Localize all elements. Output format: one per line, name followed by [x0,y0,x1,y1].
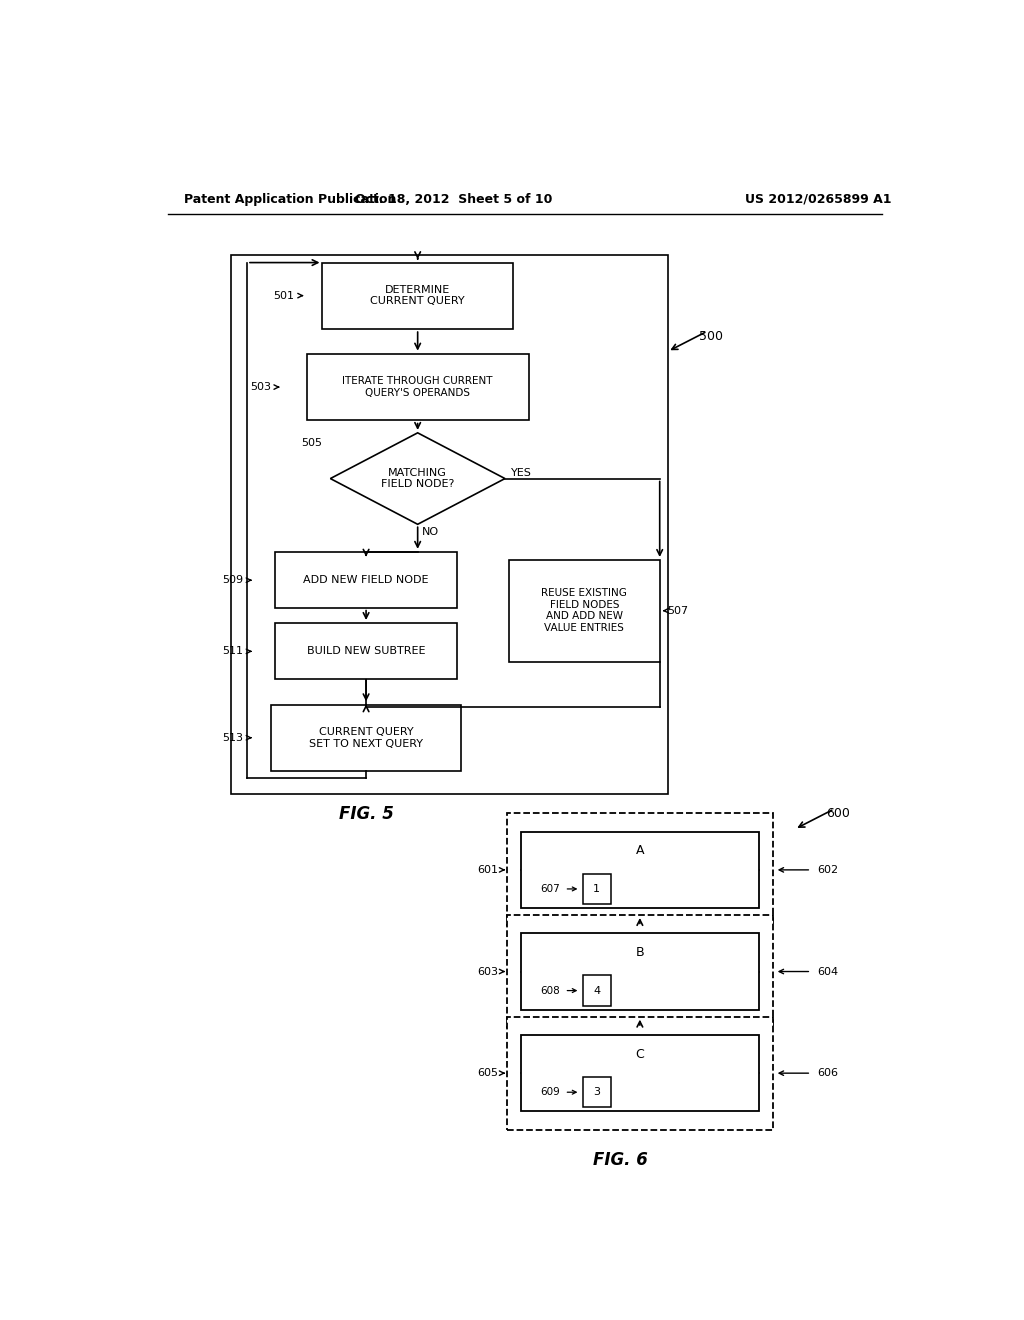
Text: 609: 609 [541,1088,560,1097]
Text: 507: 507 [668,606,689,615]
FancyBboxPatch shape [507,813,773,927]
Text: FIG. 5: FIG. 5 [339,805,393,822]
Text: CURRENT QUERY
SET TO NEXT QUERY: CURRENT QUERY SET TO NEXT QUERY [309,727,423,748]
FancyBboxPatch shape [306,354,528,420]
Text: 603: 603 [477,966,499,977]
Text: 606: 606 [817,1068,838,1078]
Text: 1: 1 [593,884,600,894]
FancyBboxPatch shape [270,705,461,771]
FancyBboxPatch shape [521,933,759,1010]
Text: C: C [636,1048,644,1060]
Text: 505: 505 [301,438,323,447]
Text: 604: 604 [817,966,838,977]
Text: ITERATE THROUGH CURRENT
QUERY'S OPERANDS: ITERATE THROUGH CURRENT QUERY'S OPERANDS [342,376,493,397]
Text: BUILD NEW SUBTREE: BUILD NEW SUBTREE [307,647,425,656]
Text: 602: 602 [817,865,838,875]
Text: US 2012/0265899 A1: US 2012/0265899 A1 [745,193,892,206]
Text: 608: 608 [541,986,560,995]
FancyBboxPatch shape [583,874,610,904]
Text: 503: 503 [250,381,270,392]
Text: 501: 501 [273,290,295,301]
Text: FIG. 6: FIG. 6 [593,1151,647,1168]
FancyBboxPatch shape [274,552,458,609]
FancyBboxPatch shape [231,255,668,793]
Text: B: B [636,946,644,958]
Text: 511: 511 [222,647,243,656]
FancyBboxPatch shape [507,1016,773,1130]
Text: 600: 600 [826,808,850,821]
FancyBboxPatch shape [583,1077,610,1107]
Text: MATCHING
FIELD NODE?: MATCHING FIELD NODE? [381,467,455,490]
Text: 3: 3 [593,1088,600,1097]
FancyBboxPatch shape [521,832,759,908]
Text: 4: 4 [593,986,600,995]
Text: 601: 601 [477,865,499,875]
Text: Patent Application Publication: Patent Application Publication [183,193,396,206]
Text: REUSE EXISTING
FIELD NODES
AND ADD NEW
VALUE ENTRIES: REUSE EXISTING FIELD NODES AND ADD NEW V… [542,589,628,634]
FancyBboxPatch shape [507,915,773,1028]
Text: YES: YES [511,469,532,478]
Text: Oct. 18, 2012  Sheet 5 of 10: Oct. 18, 2012 Sheet 5 of 10 [354,193,552,206]
Text: A: A [636,845,644,857]
FancyBboxPatch shape [509,560,659,661]
Text: 500: 500 [699,330,723,343]
Text: NO: NO [422,528,438,537]
FancyBboxPatch shape [521,1035,759,1111]
Polygon shape [331,433,505,524]
FancyBboxPatch shape [323,263,513,329]
Text: 605: 605 [477,1068,499,1078]
Text: 607: 607 [541,884,560,894]
Text: 509: 509 [222,576,243,585]
FancyBboxPatch shape [274,623,458,680]
Text: ADD NEW FIELD NODE: ADD NEW FIELD NODE [303,576,429,585]
Text: 513: 513 [222,733,243,743]
Text: DETERMINE
CURRENT QUERY: DETERMINE CURRENT QUERY [371,285,465,306]
FancyBboxPatch shape [583,975,610,1006]
